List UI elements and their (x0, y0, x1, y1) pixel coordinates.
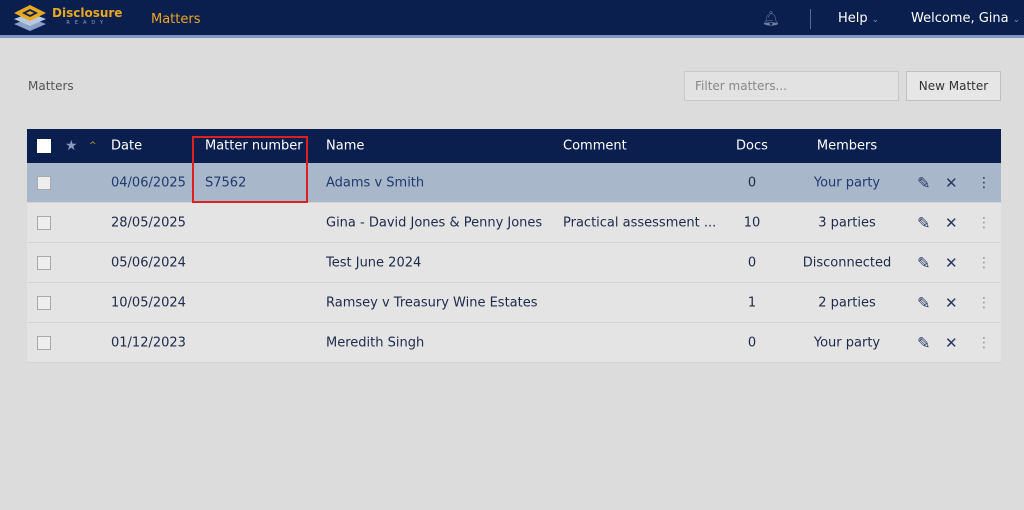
cell-members: Your party (813, 175, 881, 190)
sort-up-icon[interactable]: ^ (89, 141, 97, 151)
bell-icon[interactable]: 🔔︎ (762, 11, 780, 27)
edit-icon[interactable]: ✎ (917, 173, 931, 192)
top-nav: Disclosure READY Matters 🔔︎ Help ⌄ Welcome… (0, 0, 1024, 38)
header-comment[interactable]: Comment (563, 138, 627, 154)
table-row[interactable]: 10/05/2024 Ramsey v Treasury Wine Estate… (27, 283, 1001, 323)
close-icon[interactable]: ✕ (945, 173, 958, 192)
row-checkbox[interactable] (37, 215, 51, 230)
cell-members: Your party (813, 335, 881, 350)
cell-date: 05/06/2024 (111, 255, 186, 270)
close-icon[interactable]: ✕ (945, 333, 958, 352)
close-icon[interactable]: ✕ (945, 293, 958, 312)
select-all-checkbox[interactable] (37, 139, 51, 153)
star-icon[interactable]: ★ (65, 138, 78, 154)
table-row[interactable]: 04/06/2025 S7562 Adams v Smith 0 Your pa… (27, 163, 1001, 203)
close-icon[interactable]: ✕ (945, 213, 958, 232)
cell-date: 28/05/2025 (111, 215, 186, 230)
help-menu[interactable]: Help ⌄ (838, 11, 880, 26)
table-header: ★ ^ Date Matter number Name Comment Docs… (27, 129, 1001, 163)
logo-icon[interactable] (13, 4, 47, 32)
matters-table: ★ ^ Date Matter number Name Comment Docs… (27, 129, 1001, 363)
cell-members: 2 parties (818, 295, 876, 310)
table-row[interactable]: 01/12/2023 Meredith Singh 0 Your party ✎… (27, 323, 1001, 363)
cell-date: 10/05/2024 (111, 295, 186, 310)
cell-date: 01/12/2023 (111, 335, 186, 350)
brand: Disclosure READY (52, 6, 123, 26)
edit-icon[interactable]: ✎ (917, 293, 931, 312)
nav-matters[interactable]: Matters (151, 12, 201, 27)
cell-docs: 0 (747, 255, 757, 270)
divider (810, 9, 811, 29)
row-checkbox[interactable] (37, 255, 51, 270)
row-checkbox[interactable] (37, 295, 51, 310)
cell-date: 04/06/2025 (111, 175, 186, 190)
row-checkbox[interactable] (37, 335, 51, 350)
cell-name[interactable]: Adams v Smith (326, 175, 425, 190)
page-title: Matters (28, 79, 74, 93)
header-members[interactable]: Members (816, 138, 878, 154)
header-date[interactable]: Date (111, 138, 143, 154)
more-icon[interactable]: ⋮ (977, 334, 991, 351)
table-row[interactable]: 05/06/2024 Test June 2024 0 Disconnected… (27, 243, 1001, 283)
cell-name[interactable]: Gina - David Jones & Penny Jones (326, 215, 543, 230)
more-icon[interactable]: ⋮ (977, 174, 991, 191)
user-menu[interactable]: Welcome, Gina ⌄ (911, 11, 1021, 26)
cell-members: Disconnected (802, 255, 892, 270)
filter-input[interactable] (684, 71, 899, 101)
cell-docs: 10 (743, 215, 761, 230)
more-icon[interactable]: ⋮ (977, 214, 991, 231)
chevron-down-icon: ⌄ (871, 15, 880, 25)
header-docs[interactable]: Docs (736, 138, 768, 154)
cell-docs: 0 (747, 175, 757, 190)
close-icon[interactable]: ✕ (945, 253, 958, 272)
header-matter-number[interactable]: Matter number (205, 138, 303, 154)
header-name[interactable]: Name (326, 138, 365, 154)
cell-docs: 0 (747, 335, 757, 350)
cell-matter-number: S7562 (205, 175, 247, 190)
cell-comment: Practical assessment ... (563, 215, 717, 230)
row-checkbox[interactable] (37, 175, 51, 190)
cell-docs: 1 (747, 295, 757, 310)
cell-members: 3 parties (818, 215, 876, 230)
more-icon[interactable]: ⋮ (977, 254, 991, 271)
edit-icon[interactable]: ✎ (917, 253, 931, 272)
cell-name[interactable]: Test June 2024 (326, 255, 422, 270)
edit-icon[interactable]: ✎ (917, 213, 931, 232)
chevron-down-icon: ⌄ (1012, 15, 1021, 25)
new-matter-button[interactable]: New Matter (906, 71, 1001, 101)
cell-name[interactable]: Meredith Singh (326, 335, 425, 350)
more-icon[interactable]: ⋮ (977, 294, 991, 311)
edit-icon[interactable]: ✎ (917, 333, 931, 352)
highlight-box (192, 136, 308, 203)
cell-name[interactable]: Ramsey v Treasury Wine Estates (326, 295, 538, 310)
table-row[interactable]: 28/05/2025 Gina - David Jones & Penny Jo… (27, 203, 1001, 243)
